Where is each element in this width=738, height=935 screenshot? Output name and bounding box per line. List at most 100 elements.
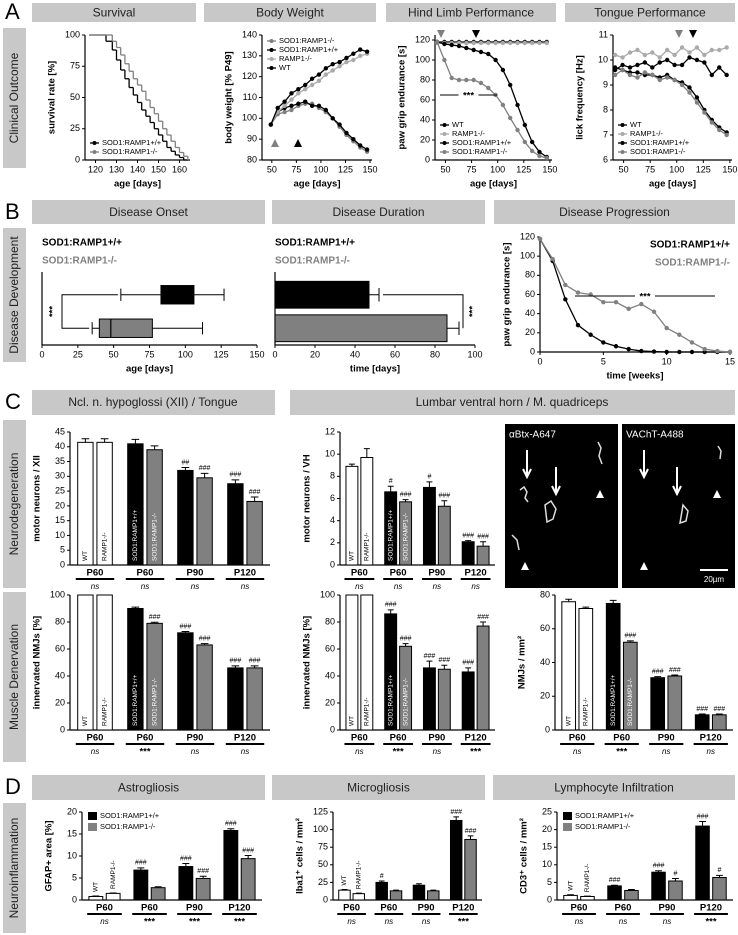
group-stat: ns (355, 582, 363, 591)
row-label: Neuroinflammation (7, 818, 21, 919)
onset-arrow (689, 30, 697, 38)
significance-label: ### (462, 660, 474, 667)
data-point (626, 346, 631, 352)
y-tick-label: 20 (67, 806, 77, 816)
data-point (464, 77, 469, 83)
legend-label: SOD1:RAMP1+/+ (100, 811, 160, 820)
data-point (316, 72, 322, 77)
data-point (282, 109, 287, 115)
significance-label: ### (438, 657, 450, 664)
error-bar (465, 667, 472, 672)
significance-label: ### (149, 614, 161, 621)
group-stat: ns (141, 582, 149, 591)
bar-label: RAMP1-/- (364, 532, 371, 561)
data-point (478, 49, 484, 55)
legend-label: SOD1:RAMP1+/+ (575, 811, 635, 820)
significance-label: ### (477, 614, 489, 621)
group-label: P120 (700, 903, 722, 914)
legend-label: WT (630, 120, 642, 129)
x-tick-label: 0 (39, 349, 44, 359)
data-point (522, 122, 528, 128)
row-label: Muscle Denervation (7, 624, 21, 730)
y-axis-label: motor neurons / XII (32, 455, 43, 542)
data-point (358, 143, 363, 148)
data-point (650, 65, 655, 70)
y-tick-label: 80 (55, 616, 65, 626)
significance-label: ### (400, 491, 412, 498)
data-point (309, 103, 315, 109)
error-bar (567, 894, 574, 896)
bar (246, 500, 263, 566)
data-point (493, 40, 498, 46)
significance-label: ### (696, 706, 708, 713)
bar-label: WT (349, 716, 356, 726)
data-point (500, 40, 506, 46)
data-point (642, 60, 648, 65)
significance-label: # (674, 870, 678, 877)
y-tick-label: 60 (325, 643, 335, 653)
legend-label: SOD1:RAMP1-/- (452, 147, 508, 156)
error-bar (81, 438, 90, 443)
significance-label: ### (713, 706, 725, 713)
group-label: P60 (351, 733, 368, 744)
group-label: P60 (390, 568, 407, 579)
data-point (635, 62, 640, 68)
data-point (289, 91, 294, 96)
x-tick-label: 40 (350, 349, 360, 359)
title-box (272, 775, 485, 800)
bar (437, 505, 451, 566)
data-point (471, 77, 476, 83)
bar (88, 895, 104, 901)
group-stat: ns (191, 582, 199, 591)
data-point (449, 42, 454, 48)
y-tick-label: 90 (247, 134, 257, 144)
onset-arrow (294, 139, 302, 147)
error-bar (100, 438, 109, 443)
y-tick-label: 30 (55, 471, 65, 481)
y-tick-label: 0 (323, 894, 328, 904)
y-tick-label: 20 (542, 824, 552, 834)
y-tick-label: 120 (242, 71, 257, 81)
legend-swatch (88, 812, 97, 820)
legend-label: RAMP1-/- (279, 54, 312, 63)
onset-arrow (271, 139, 279, 147)
data-point (522, 40, 528, 46)
y-tick-label: 40 (525, 308, 535, 318)
data-point (486, 40, 491, 46)
data-point (642, 70, 648, 75)
data-point (351, 136, 356, 142)
bar (561, 601, 577, 731)
data-point (724, 72, 729, 78)
data-point (323, 66, 329, 71)
group-stat: *** (616, 747, 627, 758)
y-tick-label: 60 (420, 94, 430, 104)
x-tick-label: 125 (516, 164, 531, 174)
y-tick-label: 2 (330, 537, 335, 547)
error-bar (227, 828, 235, 831)
series-line (614, 46, 727, 59)
data-point (620, 67, 625, 73)
error-bar (244, 855, 252, 859)
significance-label: ### (424, 653, 436, 660)
chart-title: Disease Onset (109, 205, 188, 219)
error-bar (131, 438, 140, 444)
group-label: P120 (465, 568, 487, 579)
y-tick-label: 10 (67, 850, 77, 860)
group-label: P60 (615, 903, 632, 914)
data-point (717, 127, 722, 133)
group-stat: ns (433, 747, 441, 756)
y-tick-label: 4 (330, 515, 335, 525)
bar (150, 887, 166, 901)
data-point (282, 99, 287, 104)
data-point (612, 52, 618, 58)
bar (461, 671, 475, 731)
error-bar (672, 878, 679, 881)
y-tick-label: 0 (72, 894, 77, 904)
y-tick-label: 60 (525, 289, 535, 299)
data-point (282, 103, 287, 109)
data-point (601, 299, 606, 305)
data-point (275, 105, 280, 111)
group-label: P60 (141, 903, 158, 914)
bar-label: SOD1:RAMP1+/+ (132, 674, 139, 726)
data-point (709, 47, 715, 53)
